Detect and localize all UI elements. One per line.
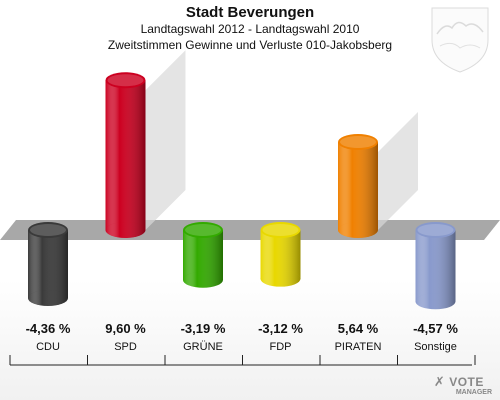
chart-subtitle: Landtagswahl 2012 - Landtagswahl 2010	[140, 22, 360, 36]
bar-top-cap	[415, 222, 456, 238]
value-label-sonstige: -4,57 %	[413, 321, 458, 336]
value-label-grune: -3,19 %	[181, 321, 226, 336]
bars-layer	[28, 50, 456, 310]
watermark-line1: VOTE	[449, 375, 484, 389]
category-label-sonstige: Sonstige	[414, 341, 457, 353]
value-label-piraten: 5,64 %	[338, 321, 379, 336]
bar-shading	[415, 230, 456, 302]
category-label-piraten: PIRATEN	[335, 341, 382, 353]
bar-top-highlight	[417, 224, 454, 236]
bar-bottom-shade	[415, 293, 456, 310]
bar-shadow	[145, 50, 186, 230]
bar-shading	[105, 80, 146, 231]
chart-title: Stadt Beverungen	[185, 4, 315, 21]
value-label-fdp: -3,12 %	[258, 321, 303, 336]
bar-grune	[183, 222, 223, 288]
category-label-grune: GRÜNE	[183, 341, 223, 353]
value-label-spd: 9,60 %	[105, 321, 146, 336]
coat-of-arms-icon	[431, 7, 489, 73]
bar-top-highlight	[185, 224, 221, 236]
bar-top-cap	[28, 222, 68, 238]
bar-bottom-shade	[260, 270, 301, 287]
bar-shadow	[378, 112, 418, 230]
bar-shading	[338, 142, 378, 230]
bar-bottom-shade	[338, 222, 378, 238]
bar-top-highlight	[107, 74, 144, 87]
bar-top-cap	[183, 222, 223, 238]
bar-spd	[105, 50, 186, 238]
chart-description: Zweitstimmen Gewinne und Verluste 010-Ja…	[107, 38, 393, 52]
bar-shading	[260, 230, 301, 279]
category-label-cdu: CDU	[36, 341, 60, 353]
bar-top-highlight	[340, 136, 376, 149]
vote-manager-logo-icon: ✗ VOTE MANAGER	[433, 374, 492, 396]
bar-shading	[28, 230, 68, 299]
bar-top-cap	[105, 72, 146, 89]
bar-piraten	[338, 112, 418, 238]
bar-sonstige	[415, 222, 456, 310]
bar-top-cap	[260, 222, 301, 238]
value-label-cdu: -4,36 %	[26, 321, 71, 336]
bar-bottom-shade	[183, 271, 223, 288]
category-label-spd: SPD	[114, 341, 137, 353]
bar-cdu	[28, 222, 68, 307]
bar-top-highlight	[30, 224, 66, 236]
bar-shading	[183, 230, 223, 280]
labels-layer: -4,36 % CDU 9,60 % SPD -3,19 % GRÜNE -3,12 % FD…	[26, 321, 459, 353]
bar-bottom-shade	[105, 222, 146, 238]
bar-top-highlight	[262, 224, 299, 236]
watermark-line2: MANAGER	[455, 389, 492, 396]
bar-fdp	[260, 222, 301, 287]
category-label-fdp: FDP	[270, 341, 292, 353]
bar-bottom-shade	[28, 290, 68, 307]
bar-top-cap	[338, 134, 378, 151]
category-axis	[9, 355, 476, 366]
